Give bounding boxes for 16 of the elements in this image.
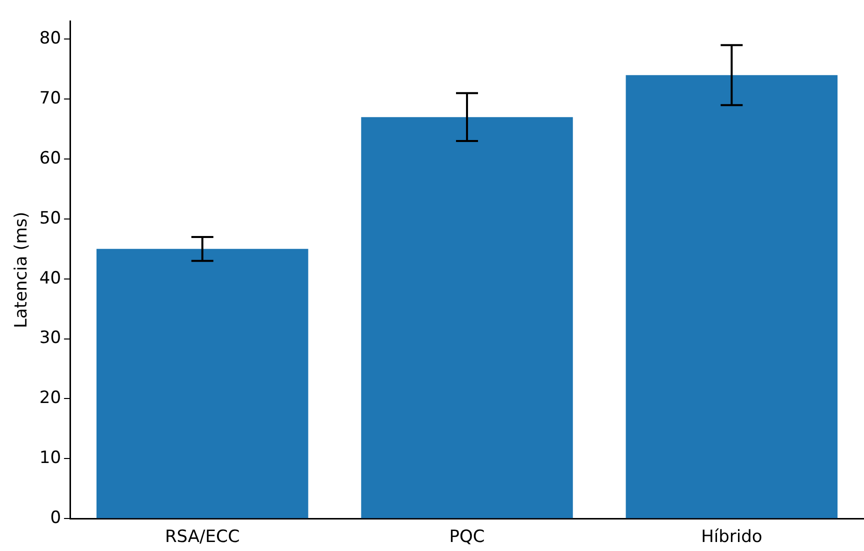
x-tick-label: RSA/ECC [164, 527, 240, 548]
y-tick-label: 10 [39, 448, 62, 468]
y-axis-title: Latencia (ms) [12, 212, 32, 328]
x-tick-label: PQC [449, 527, 485, 548]
y-tick-label: 30 [39, 328, 62, 348]
bar [96, 248, 308, 518]
bar [626, 75, 838, 518]
y-tick-label: 50 [39, 208, 62, 228]
y-tick-label: 60 [39, 148, 62, 168]
y-tick-label: 80 [39, 28, 62, 49]
y-tick-label: 40 [39, 268, 62, 288]
x-tick-label: Híbrido [701, 527, 762, 548]
y-tick-label: 70 [39, 88, 62, 109]
y-tick-label: 20 [39, 388, 62, 408]
y-tick-label: 0 [50, 508, 62, 528]
bar [361, 117, 573, 518]
